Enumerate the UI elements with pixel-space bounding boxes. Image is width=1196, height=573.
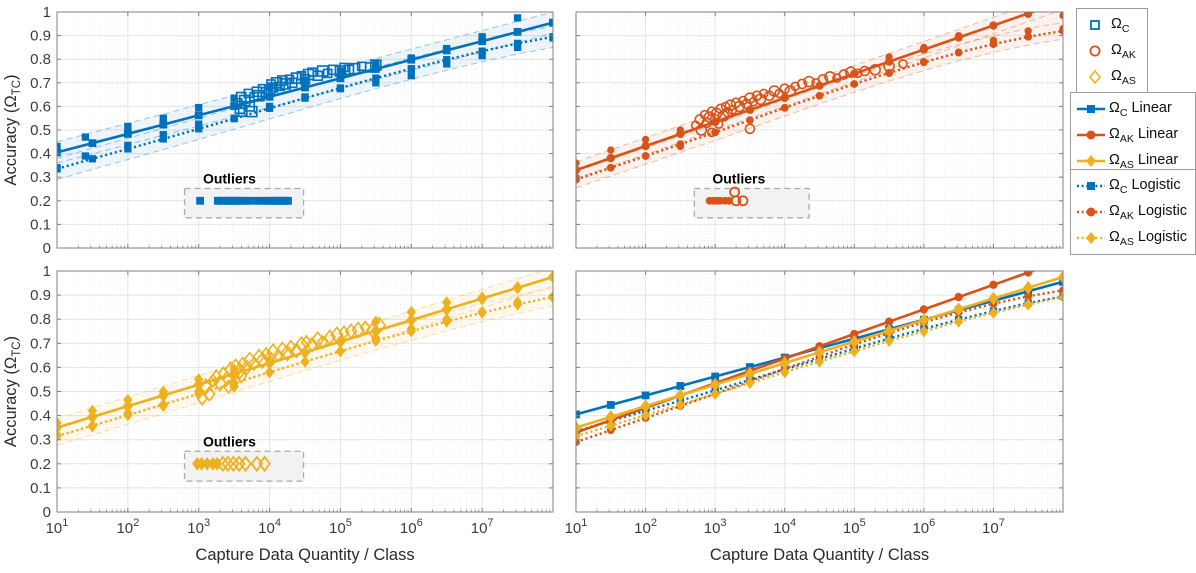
legend-item-omega-ak-linear: ΩAK Linear [1076,122,1190,148]
y-tick-label: 0 [43,504,51,521]
x-tick-label: 105 [329,517,352,537]
x-axis-label: Capture Data Quantity / Class [195,546,414,564]
y-tick-label: 0.1 [30,216,51,233]
y-tick-label: 0.4 [30,408,51,425]
panel-bottom-left: Outliers 0 0.1 0.2 0.3 0.4 0.5 0.6 0.7 0.8 0.9 1 101… [2,263,554,564]
y-tick-label: 1 [43,263,51,280]
legend-label: ΩC [1111,15,1130,35]
y-tick-label: 0.3 [30,432,51,449]
x-tick-label: 102 [634,517,657,537]
legend-label: ΩAS Linear [1109,151,1179,171]
legend-item-omega-c-linear: ΩC Linear [1076,96,1190,122]
y-tick-label: 0.2 [30,193,51,210]
y-tick-label: 0.8 [30,51,51,68]
panel-top-left: Outliers 0 0.1 0.2 0.3 0.4 0.5 0.6 0.7 0.8 0.9 1 Acc… [2,4,554,257]
y-tick-label: 0.9 [30,28,51,45]
legend-label: ΩAS [1111,67,1136,87]
solid-line-square-icon [1077,105,1105,113]
x-axis-label: Capture Data Quantity / Class [710,546,929,564]
legend-item-omega-ak-logistic: ΩAK Logistic [1076,199,1190,225]
x-tick-label: 106 [400,517,423,537]
open-circle-marker-icon [1089,45,1101,57]
y-tick-label: 1 [43,4,51,21]
legend-item-omega-c: ΩC [1082,12,1142,38]
open-diamond-marker-icon [1088,69,1102,85]
x-tick-label: 104 [258,517,281,537]
y-axis-label: Accuracy (ΩTC) [2,336,23,447]
open-square-marker-icon [1090,20,1100,30]
y-tick-label: 0.5 [30,384,51,401]
dotted-line-square-icon [1077,182,1105,190]
dotted-line-circle-icon [1077,207,1105,217]
legend-box-logistic: ΩC Logistic ΩAK Logistic ΩAS Logistic [1070,169,1196,255]
x-tick-label: 103 [704,517,727,537]
legend-label: ΩC Linear [1109,99,1172,119]
y-tick-label: 0.6 [30,359,51,376]
legend-label: ΩAK Logistic [1109,202,1188,222]
legend-label: ΩC Logistic [1109,176,1181,196]
x-tick-label: 101 [46,517,69,537]
x-tick-label: 104 [773,517,796,537]
y-tick-label: 0.7 [30,75,51,92]
y-tick-label: 0.4 [30,146,51,163]
y-tick-label: 0.5 [30,122,51,139]
legend-item-omega-ak: ΩAK [1082,38,1142,64]
y-tick-label: 0 [43,240,51,257]
dotted-line-diamond-icon [1077,232,1105,244]
legend-item-omega-as-linear: ΩAS Linear [1076,148,1190,174]
x-tick-label: 101 [565,517,588,537]
y-tick-label: 0.1 [30,480,51,497]
y-axis-label: Accuracy (ΩTC) [2,74,23,185]
x-tick-label: 107 [471,517,494,537]
solid-line-circle-icon [1077,130,1105,140]
legend-item-omega-as-logistic: ΩAS Logistic [1076,225,1190,251]
panel-top-right: Outliers [575,11,1064,249]
outliers-label: Outliers [203,171,256,187]
legend-item-omega-as: ΩAS [1082,64,1142,90]
y-tick-label: 0.2 [30,456,51,473]
legend-label: ΩAS Logistic [1109,228,1188,248]
outliers-label: Outliers [712,171,765,187]
legend-box-linear: ΩC Linear ΩAK Linear ΩAS Linear [1070,92,1196,178]
y-tick-label: 0.7 [30,335,51,352]
outliers-label: Outliers [203,433,256,449]
x-tick-label: 102 [116,517,139,537]
x-tick-label: 107 [982,517,1005,537]
y-tick-label: 0.6 [30,98,51,115]
x-tick-label: 105 [843,517,866,537]
solid-line-diamond-icon [1077,155,1105,167]
x-tick-label: 103 [187,517,210,537]
y-tick-label: 0.3 [30,169,51,186]
x-tick-label: 106 [912,517,935,537]
y-tick-label: 0.8 [30,311,51,328]
panel-bottom-right: 101 102 103 104 105 106 107 Capture Data Quanti… [565,270,1064,564]
legend-item-omega-c-logistic: ΩC Logistic [1076,173,1190,199]
legend-box-markers: ΩC ΩAK ΩAS [1076,8,1148,94]
legend-label: ΩAK Linear [1109,125,1179,145]
y-tick-label: 0.9 [30,287,51,304]
legend-label: ΩAK [1111,41,1136,61]
